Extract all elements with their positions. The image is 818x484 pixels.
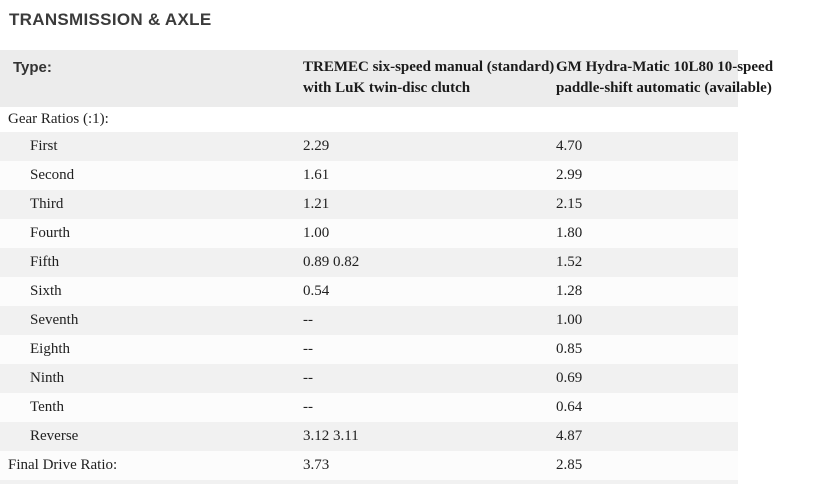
manual-value: -- xyxy=(295,364,548,393)
manual-header-line1: TREMEC six-speed manual (standard) xyxy=(303,59,555,75)
automatic-value: 0.85 xyxy=(548,335,738,364)
automatic-value: 2.15 xyxy=(548,190,738,219)
type-row-label: Type: xyxy=(0,50,295,107)
row-label: Third xyxy=(0,190,295,219)
manual-value: -- xyxy=(295,306,548,335)
manual-value: -- xyxy=(295,393,548,422)
manual-value: 3.12 3.11 xyxy=(295,422,548,451)
table-row: Seventh -- 1.00 xyxy=(0,306,738,335)
row-label: Eighth xyxy=(0,335,295,364)
row-label: Second xyxy=(0,161,295,190)
column-header-automatic: GM Hydra-Matic 10L80 10-speed paddle-shi… xyxy=(548,50,774,107)
automatic-value: 1.80 xyxy=(548,219,738,248)
table-row: Third 1.21 2.15 xyxy=(0,190,738,219)
automatic-value: 1.00 xyxy=(548,306,738,335)
automatic-value: 1.28 xyxy=(548,277,738,306)
manual-value: 1.00 xyxy=(295,219,548,248)
row-label: Final Drive Ratio: xyxy=(0,451,295,480)
row-label: Tenth xyxy=(0,393,295,422)
table-row: First 2.29 4.70 xyxy=(0,132,738,161)
automatic-value: 0.69 xyxy=(548,364,738,393)
table-row: Fifth 0.89 0.82 1.52 xyxy=(0,248,738,277)
automatic-header-line1: GM Hydra-Matic 10L80 10-speed xyxy=(556,59,774,75)
manual-header-line2: with LuK twin-disc clutch xyxy=(303,80,471,96)
table-row: Final Drive Ratio: 3.73 2.85 xyxy=(0,451,738,480)
automatic-header-line2: paddle-shift automatic (available) xyxy=(556,80,772,96)
row-label: Fifth xyxy=(0,248,295,277)
manual-value: 0.54 xyxy=(295,277,548,306)
row-label: Fourth xyxy=(0,219,295,248)
next-row-cutoff-stripe xyxy=(0,480,738,484)
row-label: First xyxy=(0,132,295,161)
page-title: TRANSMISSION & AXLE xyxy=(9,10,212,29)
automatic-value: 1.52 xyxy=(548,248,738,277)
table-body: Type: TREMEC six-speed manual (standard)… xyxy=(0,50,774,480)
automatic-value: 4.70 xyxy=(548,132,738,161)
gear-ratios-section-row: Gear Ratios (:1): xyxy=(0,107,738,132)
table-row: Second 1.61 2.99 xyxy=(0,161,738,190)
table-row: Reverse 3.12 3.11 4.87 xyxy=(0,422,738,451)
column-header-manual: TREMEC six-speed manual (standard) with … xyxy=(295,50,555,107)
table-row: Eighth -- 0.85 xyxy=(0,335,738,364)
table-header-row: Type: TREMEC six-speed manual (standard)… xyxy=(0,50,774,107)
row-label: Sixth xyxy=(0,277,295,306)
table-row: Tenth -- 0.64 xyxy=(0,393,738,422)
table-row: Ninth -- 0.69 xyxy=(0,364,738,393)
manual-value: 1.21 xyxy=(295,190,548,219)
automatic-value: 2.85 xyxy=(548,451,738,480)
row-label: Seventh xyxy=(0,306,295,335)
automatic-value: 2.99 xyxy=(548,161,738,190)
manual-value: 0.89 0.82 xyxy=(295,248,548,277)
automatic-value: 0.64 xyxy=(548,393,738,422)
table-row: Sixth 0.54 1.28 xyxy=(0,277,738,306)
row-label: Reverse xyxy=(0,422,295,451)
row-label: Ninth xyxy=(0,364,295,393)
manual-value: 1.61 xyxy=(295,161,548,190)
table-row: Fourth 1.00 1.80 xyxy=(0,219,738,248)
automatic-value: 4.87 xyxy=(548,422,738,451)
transmission-axle-table: Type: TREMEC six-speed manual (standard)… xyxy=(0,50,774,480)
manual-value: 3.73 xyxy=(295,451,548,480)
manual-value: 2.29 xyxy=(295,132,548,161)
manual-value: -- xyxy=(295,335,548,364)
gear-ratios-section-label: Gear Ratios (:1): xyxy=(8,111,109,127)
